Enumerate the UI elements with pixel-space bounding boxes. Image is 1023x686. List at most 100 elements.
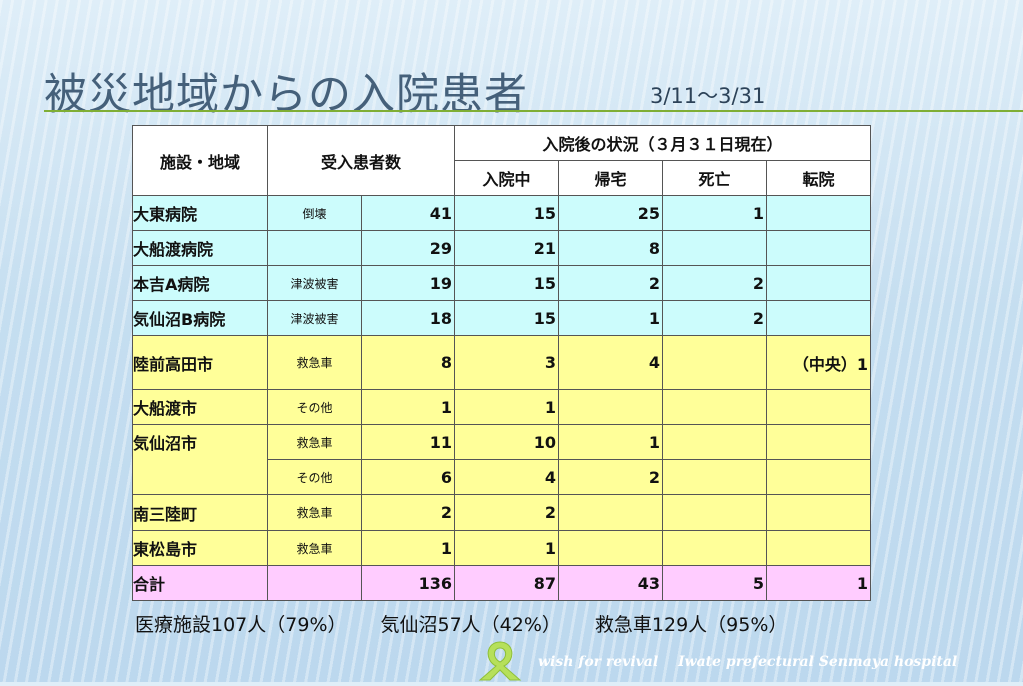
table-body: 大東病院 倒壊 41 15 25 1 大船渡病院 29 21 8 本吉A病院 津波被害 19 15 2 2 気仙… [132, 195, 871, 601]
row-discharged [558, 389, 663, 425]
row-transferred [766, 530, 871, 566]
row-category [267, 230, 362, 266]
row-deceased [662, 424, 767, 460]
slide-title: 被災地域からの入院患者 [44, 70, 528, 120]
row-inpatient: 15 [454, 300, 559, 336]
footer-facilities: 医療施設107人（79%） [135, 614, 347, 636]
table-row: その他 6 4 2 [132, 459, 871, 495]
row-category: 救急車 [267, 494, 362, 531]
header-row-2: 入院中 帰宅 死亡 転院 [133, 160, 871, 196]
row-total: 2 [361, 494, 455, 531]
row-name: 気仙沼B病院 [132, 300, 268, 336]
row-total: 136 [361, 565, 455, 601]
row-inpatient: 4 [454, 459, 559, 495]
row-category: その他 [267, 389, 362, 425]
ribbon-logo-icon [470, 638, 530, 686]
row-deceased: 1 [662, 195, 767, 231]
row-discharged [558, 530, 663, 566]
table-row: 大船渡病院 29 21 8 [132, 230, 871, 266]
header-inpatient: 入院中 [454, 160, 559, 196]
row-transferred [766, 300, 871, 336]
footer-ambulance: 救急車129人（95%） [594, 614, 788, 636]
row-discharged: 1 [558, 424, 663, 460]
row-discharged: 8 [558, 230, 663, 266]
row-inpatient: 21 [454, 230, 559, 266]
row-category: その他 [267, 459, 362, 495]
row-category: 津波被害 [267, 265, 362, 301]
row-name: 陸前高田市 [132, 335, 268, 390]
row-discharged: 4 [558, 335, 663, 390]
header-status-group: 入院後の状況（３月３１日現在） [454, 125, 871, 161]
header-row-1: 施設・地域 受入患者数 入院後の状況（３月３１日現在） [132, 125, 871, 196]
table-row: 東松島市 救急車 1 1 [132, 530, 871, 566]
table-row: 合計 136 87 43 5 1 [132, 565, 871, 601]
row-inpatient: 10 [454, 424, 559, 460]
row-inpatient: 2 [454, 494, 559, 531]
row-total: 8 [361, 335, 455, 390]
title-underline [44, 110, 1023, 112]
row-transferred [766, 230, 871, 266]
table-row: 本吉A病院 津波被害 19 15 2 2 [132, 265, 871, 301]
row-transferred [766, 459, 871, 495]
row-transferred [766, 424, 871, 460]
row-inpatient: 15 [454, 265, 559, 301]
row-inpatient: 15 [454, 195, 559, 231]
header-deceased: 死亡 [662, 160, 767, 196]
row-transferred [766, 265, 871, 301]
row-category: 救急車 [267, 335, 362, 390]
row-name: 東松島市 [132, 530, 268, 566]
row-name [132, 459, 268, 495]
row-inpatient: 87 [454, 565, 559, 601]
row-name: 南三陸町 [132, 494, 268, 531]
row-deceased [662, 494, 767, 531]
row-total: 18 [361, 300, 455, 336]
row-deceased [662, 530, 767, 566]
table-row: 大東病院 倒壊 41 15 25 1 [132, 195, 871, 231]
row-discharged: 2 [558, 459, 663, 495]
row-discharged: 1 [558, 300, 663, 336]
row-total: 29 [361, 230, 455, 266]
row-name: 合計 [132, 565, 268, 601]
row-category: 倒壊 [267, 195, 362, 231]
row-total: 1 [361, 530, 455, 566]
tagline-left: wish for revival [538, 654, 659, 670]
row-category: 津波被害 [267, 300, 362, 336]
row-name: 大船渡病院 [132, 230, 268, 266]
header-facility: 施設・地域 [132, 125, 268, 196]
table-row: 大船渡市 その他 1 1 [132, 389, 871, 425]
date-range: 3/11～3/31 [650, 84, 766, 108]
row-inpatient: 3 [454, 335, 559, 390]
row-transferred [766, 389, 871, 425]
row-transferred [766, 494, 871, 531]
row-discharged: 43 [558, 565, 663, 601]
row-name: 気仙沼市 [132, 424, 268, 460]
row-transferred [766, 195, 871, 231]
row-deceased [662, 230, 767, 266]
table-row: 陸前高田市 救急車 8 3 4 （中央）1 [132, 335, 871, 390]
header-admitted: 受入患者数 [267, 125, 455, 196]
row-total: 19 [361, 265, 455, 301]
row-deceased: 5 [662, 565, 767, 601]
row-name: 大東病院 [132, 195, 268, 231]
row-discharged: 25 [558, 195, 663, 231]
row-total: 11 [361, 424, 455, 460]
row-deceased: 2 [662, 300, 767, 336]
row-deceased [662, 459, 767, 495]
row-total: 6 [361, 459, 455, 495]
row-deceased [662, 389, 767, 425]
header-transferred: 転院 [766, 160, 871, 196]
row-total: 1 [361, 389, 455, 425]
row-inpatient: 1 [454, 389, 559, 425]
row-discharged [558, 494, 663, 531]
header-discharged: 帰宅 [558, 160, 663, 196]
row-transferred: （中央）1 [766, 335, 871, 390]
patient-table: 施設・地域 受入患者数 入院後の状況（３月３１日現在） 入院中 帰宅 死亡 転院… [132, 125, 871, 601]
row-category [267, 565, 362, 601]
table-row: 気仙沼市 救急車 11 10 1 [132, 424, 871, 460]
row-name: 大船渡市 [132, 389, 268, 425]
table-row: 南三陸町 救急車 2 2 [132, 494, 871, 531]
row-name: 本吉A病院 [132, 265, 268, 301]
row-category: 救急車 [267, 530, 362, 566]
row-deceased [662, 335, 767, 390]
table-row: 気仙沼B病院 津波被害 18 15 1 2 [132, 300, 871, 336]
